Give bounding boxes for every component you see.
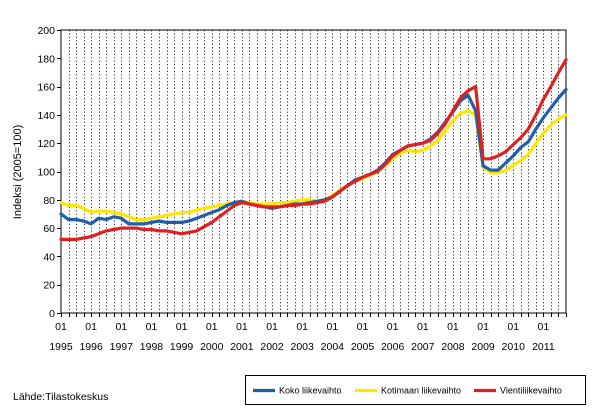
x-tick-label-month: 01 xyxy=(326,321,338,333)
legend: Koko liikevaihto Kotimaan liikevaihto Vien… xyxy=(245,375,586,405)
x-tick-label-month: 01 xyxy=(538,321,550,333)
y-tick-label: 120 xyxy=(37,138,55,150)
x-tick-label-month: 01 xyxy=(477,321,489,333)
x-tick-label-year: 1997 xyxy=(110,341,134,353)
x-tick-label-month: 01 xyxy=(447,321,459,333)
legend-box xyxy=(245,375,586,405)
plot-area xyxy=(60,29,567,314)
legend-label: Vientiliikevaihto xyxy=(500,386,562,396)
plot-frame xyxy=(60,29,567,314)
x-tick-label-year: 2004 xyxy=(321,341,345,353)
x-tick-label-year: 1996 xyxy=(79,341,103,353)
x-tick-label-month: 01 xyxy=(387,321,399,333)
x-tick-label-year: 2006 xyxy=(381,341,405,353)
y-tick-label: 0 xyxy=(49,308,55,320)
x-tick-label-year: 2008 xyxy=(441,341,465,353)
x-tick-label-year: 2001 xyxy=(230,341,254,353)
x-tick-label-year: 2007 xyxy=(411,341,435,353)
x-tick-label-month: 01 xyxy=(146,321,158,333)
x-tick-label-month: 01 xyxy=(417,321,429,333)
x-tick-label-year: 2002 xyxy=(260,341,284,353)
x-tick-label-year: 2005 xyxy=(351,341,375,353)
y-tick-label: 100 xyxy=(37,167,55,179)
x-tick-label-month: 01 xyxy=(236,321,248,333)
x-tick-label-year: 1999 xyxy=(170,341,194,353)
y-tick-label: 20 xyxy=(43,280,55,292)
x-tick-label-year: 1998 xyxy=(140,341,164,353)
series-group xyxy=(59,58,568,241)
legend-label: Kotimaan liikevaihto xyxy=(381,386,461,396)
x-tick-label-year: 1995 xyxy=(49,341,73,353)
y-tick-label: 40 xyxy=(43,251,55,263)
y-tick-label: 60 xyxy=(43,223,55,235)
y-tick-label: 180 xyxy=(37,53,55,65)
x-tick-label-month: 01 xyxy=(55,321,67,333)
x-tick-label-month: 01 xyxy=(176,321,188,333)
y-axis-title: Indeksi (2005=100) xyxy=(12,125,24,219)
x-tick-label-month: 01 xyxy=(266,321,278,333)
source-note: Lähde:Tilastokeskus xyxy=(13,391,109,403)
y-tick-label: 140 xyxy=(37,110,55,122)
legend-label: Koko liikevaihto xyxy=(279,386,342,396)
x-tick-label-year: 2003 xyxy=(291,341,315,353)
x-tick-label-month: 01 xyxy=(296,321,308,333)
y-axis: 0 20 40 60 80 100 120 140 160 180 200 xyxy=(37,25,61,320)
x-tick-label-month: 01 xyxy=(115,321,127,333)
x-tick-label-year: 2010 xyxy=(502,341,526,353)
x-axis: 01 1995 01 1996 01 1997 01 1998 01 1999 01 2000 01 20… xyxy=(49,313,567,353)
x-tick-label-month: 01 xyxy=(85,321,97,333)
x-tick-label-year: 2009 xyxy=(471,341,495,353)
x-tick-label-month: 01 xyxy=(507,321,519,333)
y-tick-label: 200 xyxy=(37,25,55,37)
x-tick-label-year: 2011 xyxy=(532,341,555,353)
y-tick-label: 160 xyxy=(37,82,55,94)
y-tick-label: 80 xyxy=(43,195,55,207)
series-line-3 xyxy=(59,58,568,241)
x-tick-label-month: 01 xyxy=(206,321,218,333)
x-tick-label-year: 2000 xyxy=(200,341,224,353)
x-tick-label-month: 01 xyxy=(357,321,369,333)
